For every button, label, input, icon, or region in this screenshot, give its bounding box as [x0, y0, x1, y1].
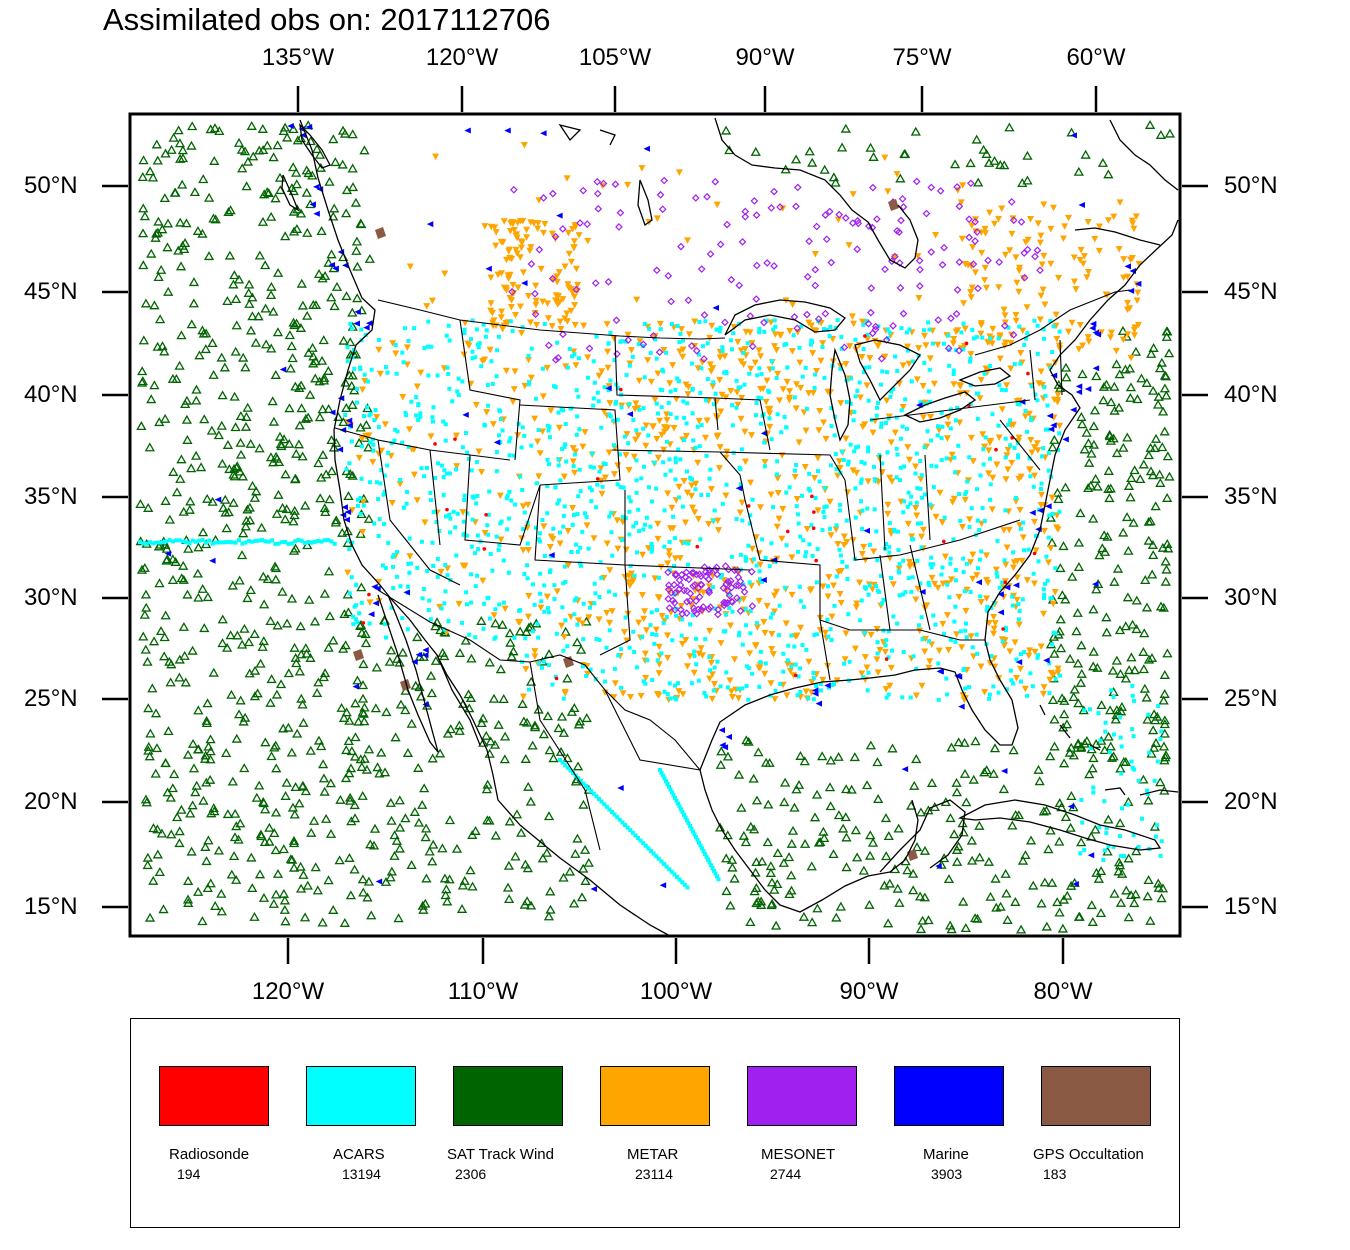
map-area: 135°W 120°W 105°W 90°W 75°W 60°W 120°W 1… — [24, 44, 1278, 1005]
left-lat-label: 20°N — [24, 788, 78, 815]
right-lat-label: 40°N — [1224, 381, 1278, 408]
bottom-lon-label: 80°W — [1033, 978, 1093, 1005]
left-lat-label: 40°N — [24, 381, 78, 408]
right-lat-label: 20°N — [1224, 788, 1278, 815]
bottom-lon-label: 110°W — [447, 978, 519, 1005]
legend-swatch-marine — [894, 1066, 1004, 1126]
legend-count-mesonet: 2744 — [770, 1166, 802, 1182]
legend-count-radiosonde: 194 — [177, 1166, 201, 1182]
top-lon-label: 120°W — [425, 44, 499, 71]
left-lat-label: 15°N — [24, 893, 78, 920]
bottom-lon-label: 120°W — [251, 978, 325, 1005]
legend-label-marine: Marine — [923, 1146, 969, 1163]
legend-label-gps-occultation: GPS Occultation — [1033, 1146, 1144, 1163]
legend-count-metar: 23114 — [635, 1166, 673, 1182]
axis-ticks — [102, 86, 1208, 964]
right-lat-label: 25°N — [1224, 685, 1278, 712]
left-lat-label: 30°N — [24, 584, 78, 611]
legend-swatch-radiosonde — [159, 1066, 269, 1126]
legend-label-metar: METAR — [627, 1146, 679, 1163]
right-lat-label: 50°N — [1224, 172, 1278, 199]
right-lat-label: 35°N — [1224, 483, 1278, 510]
legend-label-sat-track-wind: SAT Track Wind — [447, 1146, 554, 1163]
left-lat-label: 50°N — [24, 172, 78, 199]
right-lat-label: 30°N — [1224, 584, 1278, 611]
top-lon-label: 90°W — [735, 44, 795, 71]
top-lon-label: 135°W — [261, 44, 335, 71]
legend-swatch-acars — [306, 1066, 416, 1126]
map-frame — [128, 112, 1182, 938]
legend-swatch-sat-track-wind — [453, 1066, 563, 1126]
legend-count-acars: 13194 — [342, 1166, 381, 1182]
left-lat-label: 45°N — [24, 278, 78, 305]
legend-count-marine: 3903 — [931, 1166, 963, 1182]
top-lon-label: 60°W — [1066, 44, 1126, 71]
top-lon-label: 105°W — [578, 44, 652, 71]
top-lon-label: 75°W — [892, 44, 952, 71]
legend-swatch-gps-occultation — [1041, 1066, 1151, 1126]
legend-count-sat-track-wind: 2306 — [455, 1166, 487, 1182]
map-title: Assimilated obs on: 2017112706 — [103, 2, 551, 37]
right-lat-label: 15°N — [1224, 893, 1278, 920]
legend-label-mesonet: MESONET — [761, 1146, 836, 1163]
bottom-lon-label: 100°W — [639, 978, 713, 1005]
legend-label-radiosonde: Radiosonde — [169, 1146, 250, 1163]
bottom-lon-label: 90°W — [839, 978, 899, 1005]
left-lat-label: 35°N — [24, 483, 78, 510]
political-borders — [334, 289, 1131, 851]
legend: Radiosonde 194 ACARS 13194 SAT Track Win… — [130, 1018, 1180, 1228]
left-lat-label: 25°N — [24, 685, 78, 712]
legend-count-gps-occultation: 183 — [1043, 1166, 1067, 1182]
legend-label-acars: ACARS — [333, 1146, 385, 1163]
map-canvas — [102, 86, 1208, 964]
right-lat-label: 45°N — [1224, 278, 1278, 305]
legend-swatch-mesonet — [747, 1066, 857, 1126]
observation-layer — [135, 120, 1176, 934]
legend-swatch-metar — [600, 1066, 710, 1126]
